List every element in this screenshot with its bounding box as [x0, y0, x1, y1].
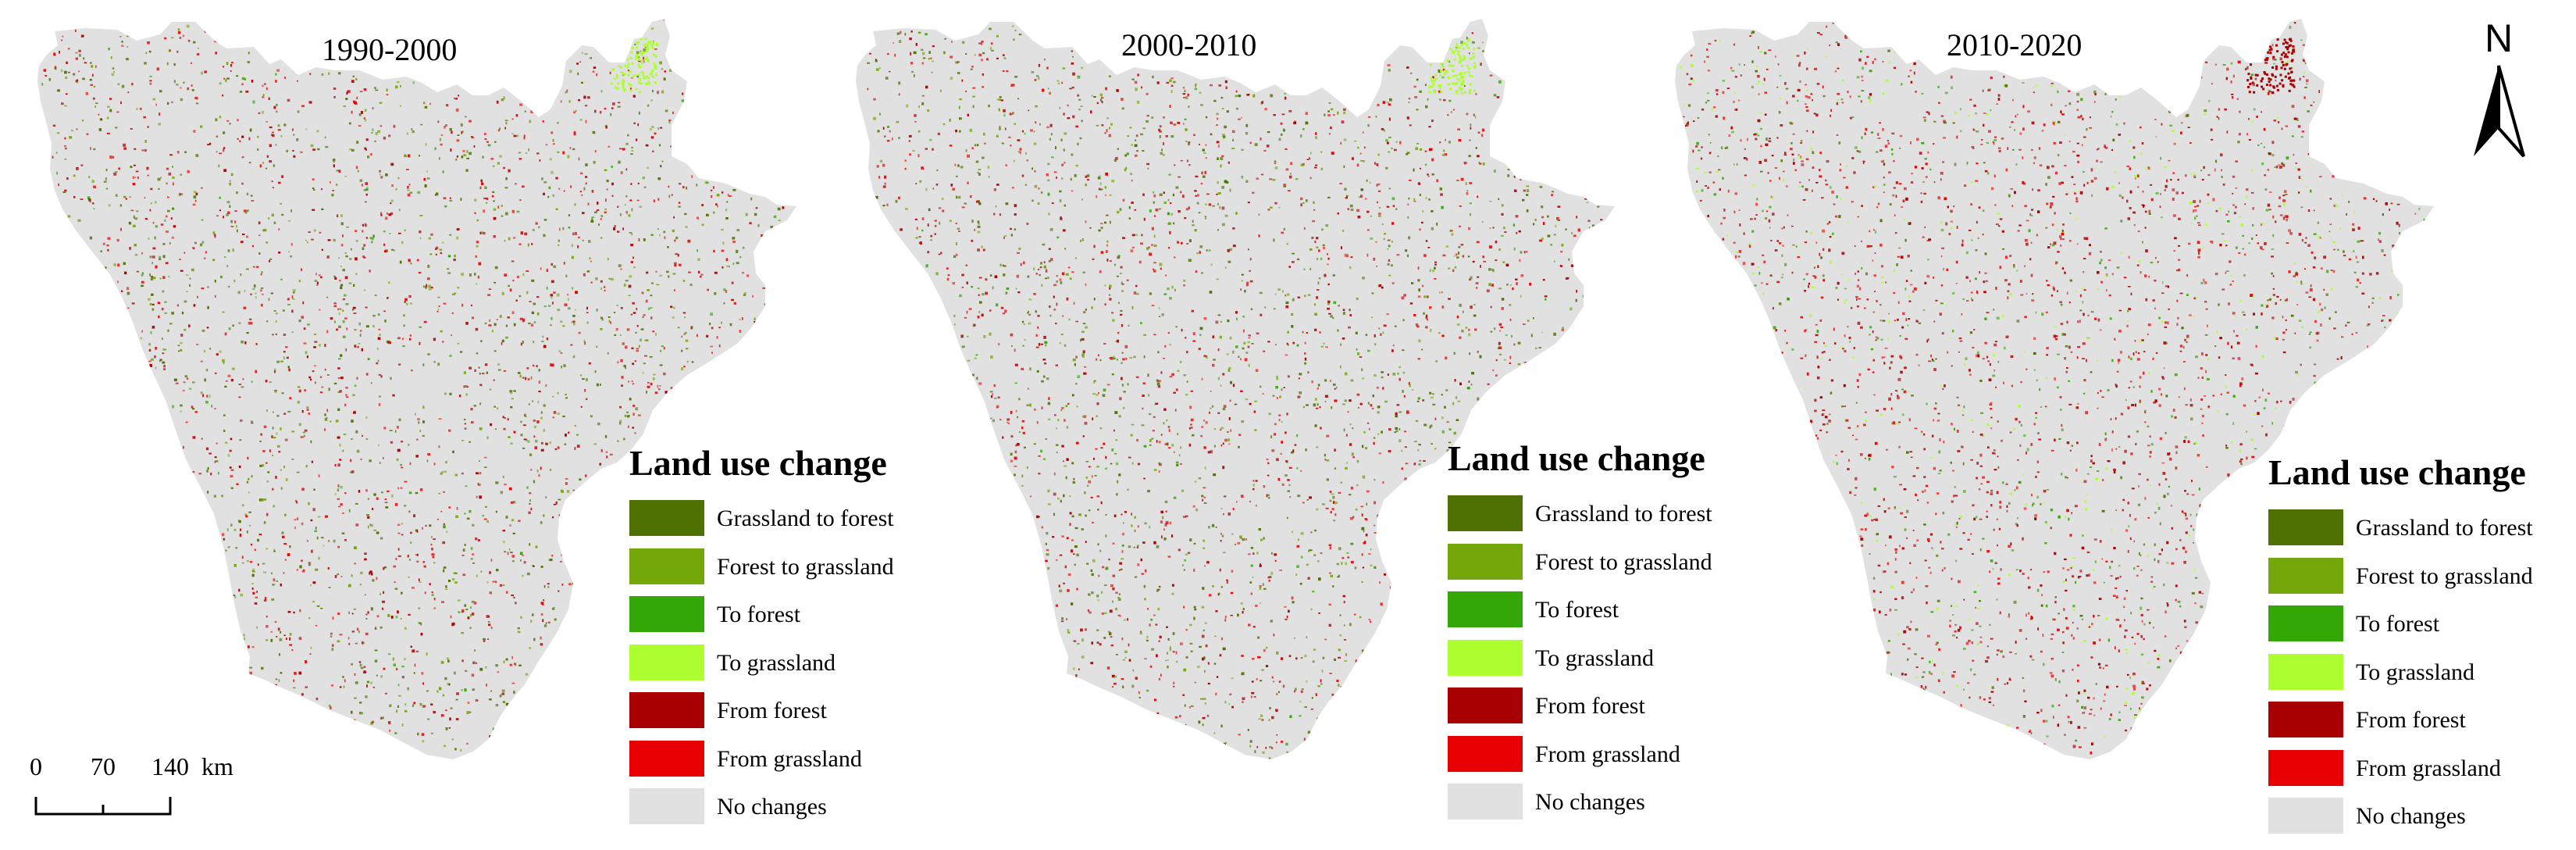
legend-label: To grassland [1535, 645, 1655, 671]
legend-label: To grassland [2356, 659, 2475, 685]
legend-swatch [1448, 639, 1523, 676]
legend-swatch [629, 788, 704, 824]
legend-swatch [1448, 784, 1523, 820]
legend-swatch [629, 548, 704, 584]
map-panel-2010-2020: 2010-2020 Land use change Grassland to f… [1637, 0, 2576, 850]
legend-items: Grassland to forest Forest to grassland To… [1448, 495, 1712, 832]
legend-label: To grassland [717, 649, 836, 676]
legend-label: No changes [717, 794, 827, 820]
period-title: 2000-2010 [1121, 27, 1257, 62]
legend-label: From forest [1535, 693, 1645, 719]
legend-swatch [2268, 509, 2343, 545]
legend-item: From forest [629, 692, 887, 741]
legend-swatch [629, 692, 704, 728]
legend-label: To forest [717, 602, 801, 627]
legend-item: No changes [1448, 784, 1705, 832]
legend-item: Grassland to forest [2268, 509, 2533, 558]
legend-swatch [2268, 605, 2343, 641]
legend-label: Grassland to forest [2356, 515, 2533, 541]
legend-item: To grassland [2268, 653, 2526, 702]
north-arrow-right-half [2497, 65, 2525, 158]
legend-label: No changes [2356, 803, 2466, 829]
legend-item: From forest [1448, 688, 1705, 736]
legend-label: Grassland to forest [717, 505, 894, 531]
study-area-shape [856, 19, 1615, 759]
legend-item: No changes [2268, 798, 2526, 846]
legend: Land use change Grassland to forest Fores… [1448, 438, 1712, 832]
legend-swatch [2268, 653, 2343, 690]
legend-swatch [629, 740, 704, 777]
scale-bar: 0 70 140 km [30, 752, 233, 816]
legend-swatch [2268, 798, 2343, 834]
change-pixels [1679, 22, 2425, 755]
legend: Land use change Grassland to forest Fores… [629, 443, 894, 837]
legend-item: To grassland [1448, 639, 1705, 688]
legend-item: From grassland [2268, 749, 2526, 798]
legend-label: From grassland [1535, 741, 1680, 767]
legend-swatch [2268, 557, 2343, 594]
legend-label: No changes [1535, 789, 1645, 815]
study-area-shape [1675, 19, 2434, 759]
legend-item: From forest [2268, 702, 2526, 750]
legend-item: Forest to grassland [1448, 543, 1712, 592]
legend-swatch [629, 596, 704, 632]
legend-item: From grassland [629, 740, 887, 789]
legend-item: To forest [1448, 591, 1705, 640]
legend-items: Grassland to forest Forest to grassland To… [629, 500, 894, 837]
legend-label: Forest to grassland [1535, 548, 1712, 575]
scale-tick-label: 140 [151, 752, 189, 780]
legend-item: Grassland to forest [1448, 495, 1712, 544]
legend-label: From forest [717, 698, 827, 723]
legend-label: To forest [1535, 597, 1619, 623]
scale-unit: km [201, 752, 233, 780]
north-arrow-left-half [2474, 66, 2499, 156]
legend-swatch [629, 500, 704, 536]
legend-swatch [1448, 591, 1523, 627]
legend-swatch [2268, 749, 2343, 786]
legend-item: To forest [2268, 605, 2526, 654]
scale-tick-label: 0 [30, 752, 42, 780]
legend-label: To forest [2356, 611, 2440, 637]
legend-label: From grassland [2356, 755, 2501, 781]
legend-swatch [1448, 543, 1523, 580]
study-area-map [856, 19, 1615, 759]
study-area-shape [37, 19, 796, 759]
legend-item: No changes [629, 788, 887, 837]
legend-item: To grassland [629, 644, 887, 693]
legend-item: Grassland to forest [629, 500, 894, 548]
period-title: 1990-2000 [322, 32, 458, 67]
legend-label: Grassland to forest [1535, 501, 1712, 527]
legend-item: To forest [629, 596, 887, 645]
legend-swatch [1448, 735, 1523, 772]
study-area-map [1675, 19, 2434, 759]
legend-items: Grassland to forest Forest to grassland To… [2268, 509, 2533, 846]
legend-label: From forest [2356, 707, 2466, 733]
legend-label: Forest to grassland [2356, 562, 2533, 589]
north-arrow: N [2474, 16, 2525, 158]
legend-title: Land use change [629, 443, 887, 483]
map-panel-1990-2000: 1990-2000 Land use change Grassland to f… [0, 0, 894, 850]
legend-item: From grassland [1448, 735, 1705, 784]
legend-label: Forest to grassland [717, 553, 894, 580]
legend-swatch [1448, 495, 1523, 531]
legend-item: Forest to grassland [629, 548, 894, 597]
legend-label: From grassland [717, 745, 862, 772]
north-label: N [2485, 16, 2513, 60]
legend-swatch [1448, 688, 1523, 723]
legend: Land use change Grassland to forest Fores… [2268, 452, 2533, 846]
legend-title: Land use change [2268, 452, 2526, 492]
map-panel-2000-2010: 2000-2010 Land use change Grassland to f… [818, 0, 1712, 850]
study-area-map [37, 19, 796, 759]
legend-item: Forest to grassland [2268, 557, 2533, 606]
legend-swatch [629, 644, 704, 680]
legend-swatch [2268, 702, 2343, 738]
scale-tick-label: 70 [91, 752, 116, 780]
period-title: 2010-2020 [1947, 27, 2083, 62]
change-pixels [41, 19, 785, 752]
legend-title: Land use change [1448, 438, 1705, 478]
